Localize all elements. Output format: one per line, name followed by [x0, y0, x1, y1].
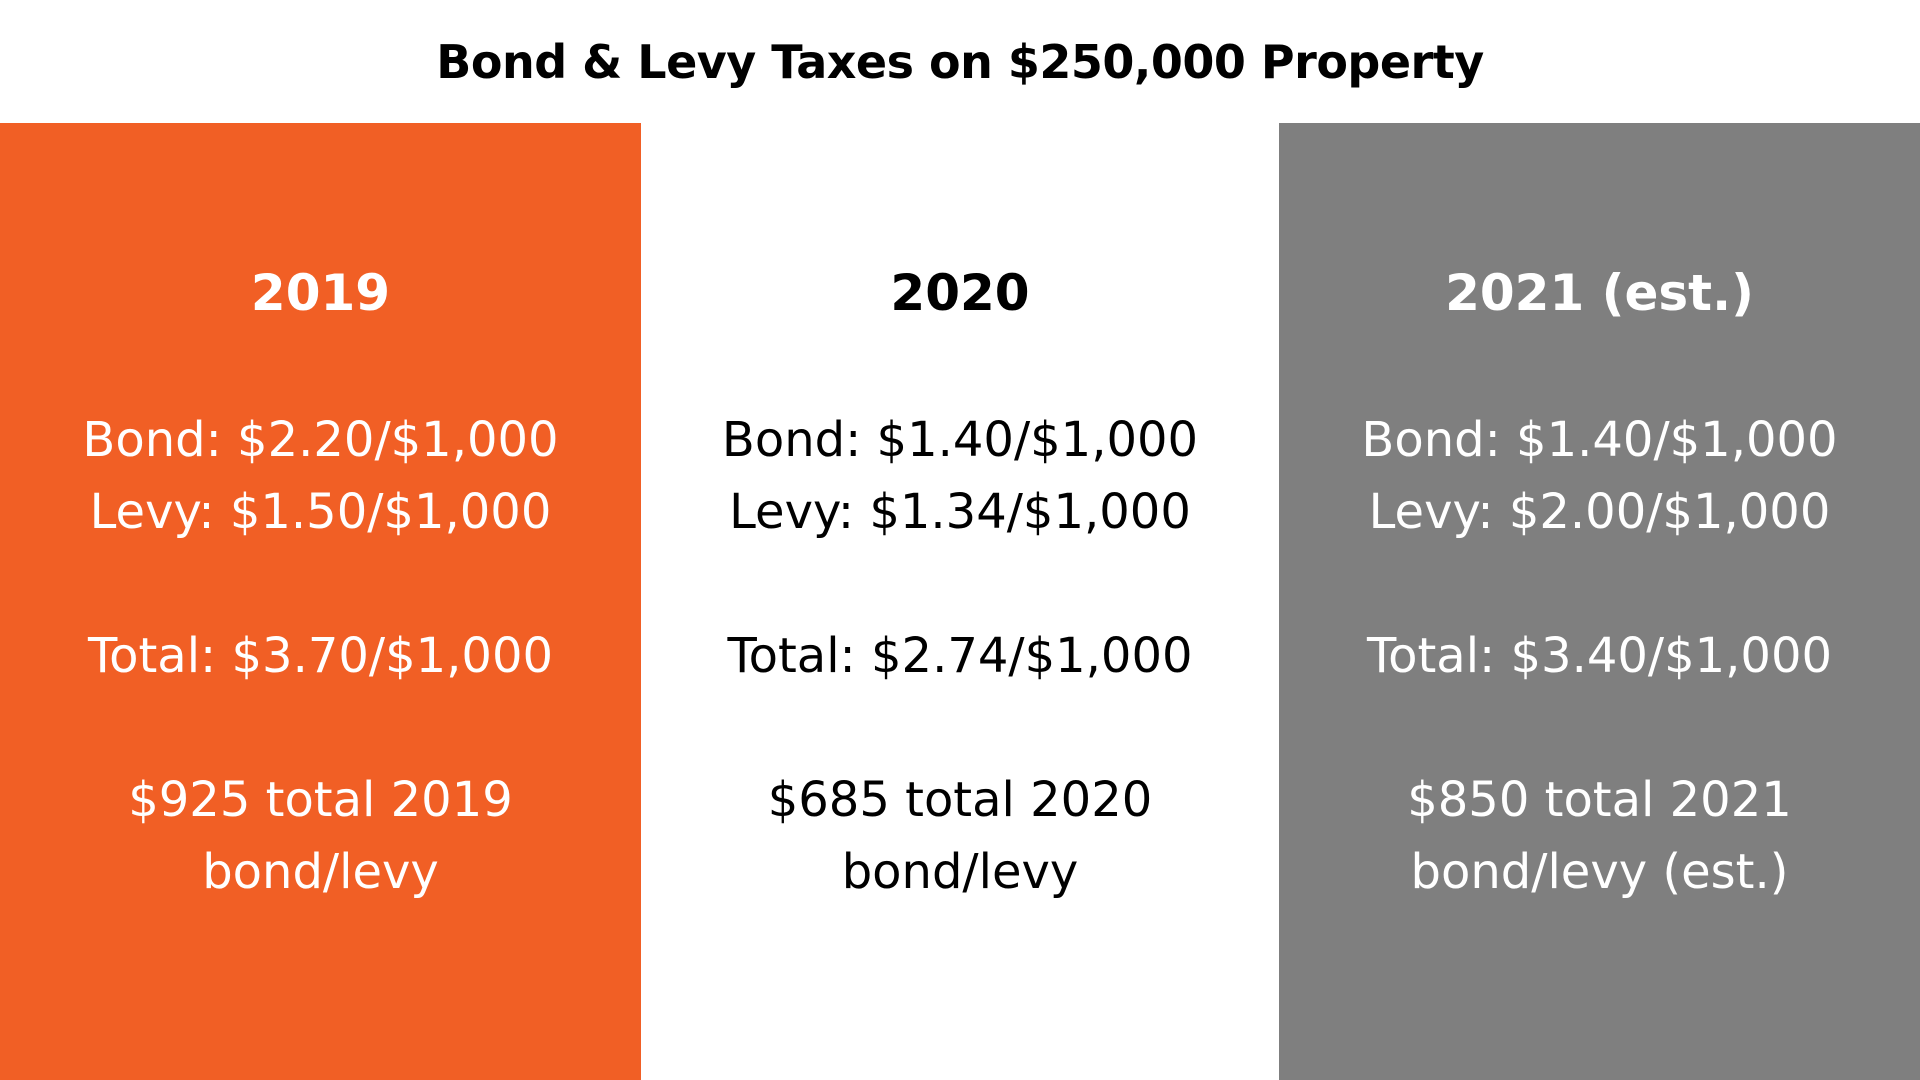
panel-2019: 2019 Bond: $2.20/$1,000 Levy: $1.50/$1,0… — [0, 123, 641, 1080]
annual-total-summary: $685 total 2020 bond/levy — [641, 764, 1279, 908]
panel-year: 2019 — [250, 264, 391, 322]
summary-line-2: bond/levy — [202, 844, 439, 900]
bond-rate: Bond: $2.20/$1,000 — [82, 412, 559, 468]
total-rate: Total: $3.40/$1,000 — [1366, 628, 1833, 684]
panel-2021-est: 2021 (est.) Bond: $1.40/$1,000 Levy: $2.… — [1279, 123, 1920, 1080]
bond-rate: Bond: $1.40/$1,000 — [721, 412, 1199, 468]
summary-line-1: $685 total 2020 — [767, 772, 1153, 828]
summary-line-1: $850 total 2021 — [1407, 772, 1792, 828]
annual-total-summary: $925 total 2019 bond/levy — [0, 764, 641, 908]
levy-rate: Levy: $1.50/$1,000 — [89, 484, 552, 540]
summary-line-1: $925 total 2019 — [128, 772, 513, 828]
panel-2020: 2020 Bond: $1.40/$1,000 Levy: $1.34/$1,0… — [641, 123, 1279, 1080]
levy-rate: Levy: $1.34/$1,000 — [729, 484, 1191, 540]
summary-line-2: bond/levy (est.) — [1410, 844, 1789, 900]
total-rate: Total: $3.70/$1,000 — [87, 628, 554, 684]
page-title: Bond & Levy Taxes on $250,000 Property — [436, 34, 1484, 89]
levy-rate: Levy: $2.00/$1,000 — [1368, 484, 1831, 540]
annual-total-summary: $850 total 2021 bond/levy (est.) — [1279, 764, 1920, 908]
panel-year: 2021 (est.) — [1445, 264, 1754, 322]
panel-year: 2020 — [890, 264, 1030, 322]
summary-line-2: bond/levy — [841, 844, 1079, 900]
bond-rate: Bond: $1.40/$1,000 — [1361, 412, 1838, 468]
total-rate: Total: $2.74/$1,000 — [727, 628, 1193, 684]
